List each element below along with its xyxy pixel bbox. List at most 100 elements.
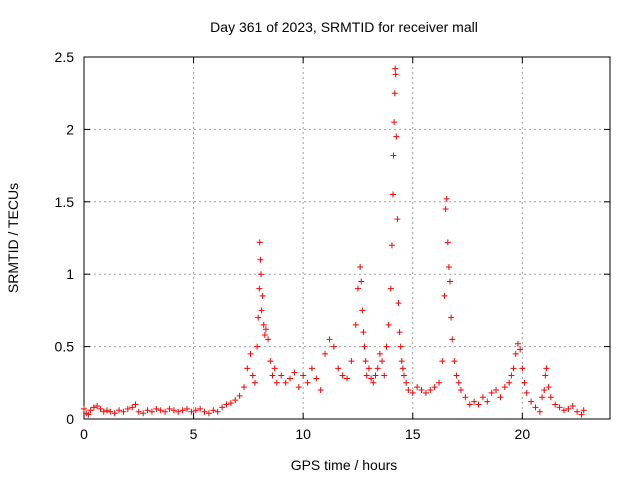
data-point [574, 408, 581, 415]
x-tick-label: 15 [405, 426, 421, 442]
data-point [129, 404, 136, 411]
data-point [148, 408, 155, 415]
data-point [391, 119, 398, 126]
data-point [111, 410, 118, 417]
data-point [258, 307, 265, 314]
data-point [368, 375, 375, 382]
data-point [192, 407, 199, 414]
data-point [397, 343, 404, 350]
data-point [219, 404, 226, 411]
data-point [445, 263, 452, 270]
data-point [357, 263, 364, 270]
data-point [394, 216, 401, 223]
data-point [443, 195, 450, 202]
data-point [94, 402, 101, 409]
x-axis-label: GPS time / hours [291, 457, 398, 473]
data-point [256, 285, 263, 292]
axis-ticks [83, 56, 610, 420]
data-point [400, 372, 407, 379]
data-point [179, 407, 186, 414]
data-point [166, 405, 173, 412]
data-point [335, 365, 342, 372]
data-point [512, 350, 519, 357]
data-point [251, 379, 258, 386]
data-point [519, 365, 526, 372]
data-point [87, 407, 94, 414]
data-point [431, 384, 438, 391]
data-point [255, 314, 262, 321]
data-point [271, 365, 278, 372]
data-point [398, 358, 405, 365]
data-point [390, 152, 397, 159]
data-point [475, 401, 482, 408]
y-tick-label: 1 [66, 266, 74, 282]
data-point [392, 65, 399, 72]
data-point [471, 398, 478, 405]
data-point [260, 321, 267, 328]
data-point [414, 384, 421, 391]
data-point [436, 379, 443, 386]
data-point [313, 375, 320, 382]
data-point [354, 285, 361, 292]
data-point [399, 365, 406, 372]
data-point [227, 400, 234, 407]
data-point [387, 285, 394, 292]
data-point [542, 372, 549, 379]
data-point [361, 343, 368, 350]
data-point [523, 389, 530, 396]
data-point [135, 408, 142, 415]
data-point [442, 206, 449, 213]
data-point [352, 321, 359, 328]
data-point [144, 407, 151, 414]
data-point [295, 384, 302, 391]
data-point [447, 278, 454, 285]
data-point [396, 329, 403, 336]
data-point [205, 410, 212, 417]
data-point [379, 358, 386, 365]
data-point [175, 408, 182, 415]
chart-title: Day 361 of 2023, SRMTID for receiver mal… [210, 19, 478, 35]
data-point [578, 411, 585, 418]
data-point [451, 358, 458, 365]
data-point [393, 133, 400, 140]
data-point [528, 398, 535, 405]
y-tick-label: 0 [66, 411, 74, 427]
data-point [532, 404, 539, 411]
data-point [157, 407, 164, 414]
data-point [287, 375, 294, 382]
data-point [265, 336, 272, 343]
data-point [370, 379, 377, 386]
data-point [395, 300, 402, 307]
data-point [258, 271, 265, 278]
data-point [444, 239, 451, 246]
data-point [240, 384, 247, 391]
data-point [390, 191, 397, 198]
data-point [267, 358, 274, 365]
data-point [385, 321, 392, 328]
data-point [365, 365, 372, 372]
data-point [565, 405, 572, 412]
data-point [392, 71, 399, 78]
y-tick-label: 2.5 [55, 49, 75, 65]
data-point [409, 389, 416, 396]
data-point [376, 350, 383, 357]
data-point [453, 372, 460, 379]
data-point [405, 387, 412, 394]
data-point [153, 405, 160, 412]
data-point [247, 350, 254, 357]
plot-frame [83, 56, 611, 420]
data-point [308, 365, 315, 372]
data-point [344, 375, 350, 382]
data-point [339, 372, 346, 379]
data-point [362, 358, 369, 365]
x-tick-label: 10 [295, 426, 311, 442]
data-point [521, 379, 528, 386]
data-point [124, 405, 131, 412]
data-point [104, 407, 111, 414]
data-point [448, 314, 455, 321]
data-point [508, 372, 515, 379]
data-point [273, 379, 280, 386]
data-point [441, 292, 448, 299]
tick-labels: 0 5 10 15 20 0 0.5 1 1.5 2 2.5 [55, 49, 531, 442]
x-tick-label: 0 [80, 426, 88, 442]
